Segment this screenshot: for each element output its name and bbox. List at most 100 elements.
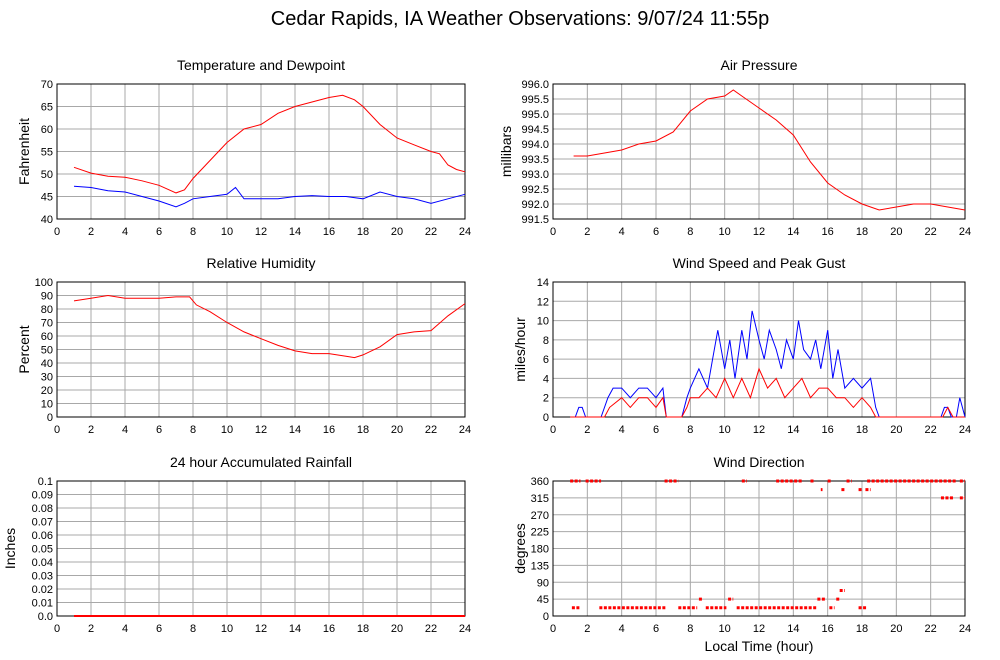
y-tick-label: 270 <box>531 510 549 522</box>
x-tick-label: 0 <box>550 226 556 238</box>
y-tick-label: 996.0 <box>521 79 549 91</box>
x-tick-label: 14 <box>787 623 799 635</box>
y-tick-label: 8 <box>543 335 549 347</box>
y-tick-label: 70 <box>41 79 53 91</box>
y-tick-label: 225 <box>531 527 549 539</box>
x-tick-label: 20 <box>391 623 403 635</box>
y-tick-label: 90 <box>537 577 549 589</box>
x-tick-label: 22 <box>425 226 437 238</box>
x-axis-label: Local Time (hour) <box>705 638 814 654</box>
chart-title: Relative Humidity <box>207 255 316 271</box>
x-tick-label: 10 <box>221 623 233 635</box>
y-axis-label: millibars <box>498 126 514 177</box>
y-tick-label: 0.06 <box>32 530 53 542</box>
x-tick-label: 0 <box>550 623 556 635</box>
x-tick-label: 12 <box>753 226 765 238</box>
y-tick-label: 40 <box>41 214 53 226</box>
x-tick-label: 18 <box>357 623 369 635</box>
x-tick-label: 14 <box>289 424 301 436</box>
x-tick-label: 8 <box>687 623 693 635</box>
y-tick-label: 4 <box>543 373 549 385</box>
y-tick-label: 0.02 <box>32 584 53 596</box>
y-tick-label: 90 <box>41 291 53 303</box>
y-axis-label: Percent <box>16 325 32 373</box>
x-tick-label: 14 <box>289 226 301 238</box>
x-tick-label: 6 <box>653 226 659 238</box>
x-tick-label: 20 <box>890 226 902 238</box>
y-tick-label: 993.0 <box>521 169 549 181</box>
y-tick-label: 0.09 <box>32 490 53 502</box>
x-tick-label: 16 <box>323 226 335 238</box>
x-tick-label: 24 <box>459 623 471 635</box>
x-tick-label: 18 <box>856 623 868 635</box>
y-tick-label: 50 <box>41 345 53 357</box>
x-tick-label: 6 <box>653 623 659 635</box>
chart-title: Wind Direction <box>713 454 804 470</box>
x-tick-label: 10 <box>719 226 731 238</box>
x-tick-label: 14 <box>787 226 799 238</box>
y-tick-label: 20 <box>41 385 53 397</box>
y-tick-label: 360 <box>531 476 549 488</box>
x-tick-label: 22 <box>925 226 937 238</box>
y-tick-label: 0.04 <box>32 557 53 569</box>
x-tick-label: 22 <box>425 424 437 436</box>
x-tick-label: 10 <box>719 424 731 436</box>
y-tick-label: 45 <box>41 192 53 204</box>
y-tick-label: 994.0 <box>521 139 549 151</box>
y-tick-label: 80 <box>41 304 53 316</box>
x-tick-label: 16 <box>822 623 834 635</box>
plot-frame <box>552 480 966 617</box>
x-tick-label: 6 <box>156 623 162 635</box>
y-tick-label: 995.0 <box>521 109 549 121</box>
x-tick-label: 4 <box>619 623 625 635</box>
y-tick-label: 12 <box>537 296 549 308</box>
x-tick-label: 24 <box>459 226 471 238</box>
series-line-0 <box>73 294 466 359</box>
plot-frame <box>552 281 966 418</box>
x-tick-label: 2 <box>584 424 590 436</box>
y-axis-label: Inches <box>2 528 18 569</box>
y-tick-label: 60 <box>41 331 53 343</box>
y-tick-label: 135 <box>531 560 549 572</box>
y-axis-label: Fahrenheit <box>16 118 32 185</box>
y-tick-label: 991.5 <box>521 214 549 226</box>
y-tick-label: 0.01 <box>32 598 53 610</box>
y-tick-label: 0 <box>543 611 549 623</box>
x-tick-label: 16 <box>323 424 335 436</box>
y-axis-label: miles/hour <box>512 317 528 382</box>
x-tick-label: 18 <box>856 226 868 238</box>
x-tick-label: 20 <box>890 623 902 635</box>
y-tick-label: 40 <box>41 358 53 370</box>
y-tick-label: 0.03 <box>32 571 53 583</box>
y-tick-label: 14 <box>537 277 549 289</box>
y-tick-label: 55 <box>41 147 53 159</box>
x-tick-label: 4 <box>122 623 128 635</box>
y-tick-label: 994.5 <box>521 124 549 136</box>
x-tick-label: 24 <box>459 424 471 436</box>
y-tick-label: 70 <box>41 318 53 330</box>
y-tick-label: 0.08 <box>32 503 53 515</box>
x-tick-label: 2 <box>88 226 94 238</box>
x-tick-label: 12 <box>753 424 765 436</box>
x-tick-label: 0 <box>54 623 60 635</box>
y-tick-label: 0.07 <box>32 517 53 529</box>
y-tick-label: 65 <box>41 102 53 114</box>
y-tick-label: 2 <box>543 393 549 405</box>
x-tick-label: 18 <box>357 424 369 436</box>
x-tick-label: 12 <box>255 623 267 635</box>
y-tick-label: 995.5 <box>521 94 549 106</box>
x-tick-label: 8 <box>687 424 693 436</box>
chart-title: Temperature and Dewpoint <box>177 57 345 73</box>
x-tick-label: 22 <box>925 623 937 635</box>
y-tick-label: 6 <box>543 354 549 366</box>
series-line-1 <box>570 367 965 418</box>
x-tick-label: 2 <box>88 623 94 635</box>
x-tick-label: 10 <box>719 623 731 635</box>
chart-title: Wind Speed and Peak Gust <box>673 255 846 271</box>
